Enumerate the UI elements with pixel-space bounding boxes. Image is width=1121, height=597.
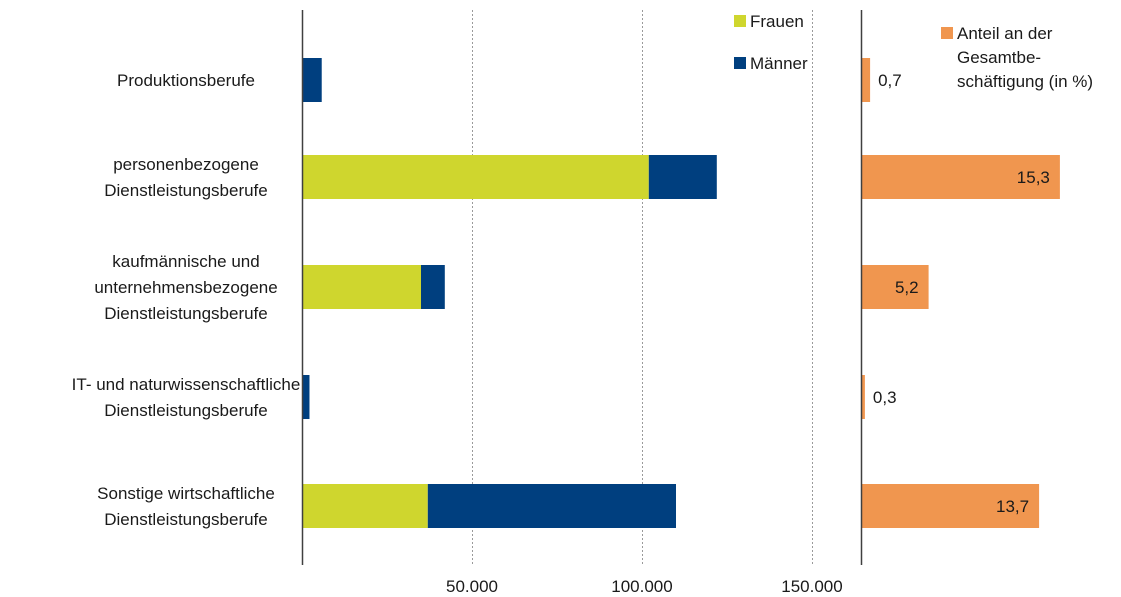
bar-frauen-2: [302, 155, 649, 199]
category-label-1: Produktionsberufe: [117, 71, 255, 90]
bar-maenner-2: [649, 155, 717, 199]
category-label-5: Sonstige wirtschaftliche Dienstleistungsb…: [97, 484, 275, 529]
share-value-label-2: 15,3: [1017, 168, 1050, 187]
gridlines: [473, 10, 813, 565]
bar-frauen-3: [302, 265, 421, 309]
bar-frauen-5: [302, 484, 428, 528]
category-label-3: kaufmännische und unternehmensbezogene Die…: [94, 252, 277, 323]
bar-maenner-4: [303, 375, 310, 419]
share-value-label-3: 5,2: [895, 278, 919, 297]
x-tick-label-3: 150.000: [781, 577, 842, 596]
legend-label-share: Anteil an der Gesamtbe-schäftigung (in %): [957, 24, 1093, 91]
legend-swatch-maenner: [734, 57, 746, 69]
share-value-label-4: 0,3: [873, 388, 897, 407]
legend-label-frauen: Frauen: [750, 12, 804, 31]
bar-maenner-3: [421, 265, 445, 309]
category-label-2-line-2: Dienstleistungsberufe: [104, 181, 267, 200]
bar-maenner-1: [303, 58, 322, 102]
stacked-bars: [302, 58, 717, 528]
category-label-1-line-1: Produktionsberufe: [117, 71, 255, 90]
category-label-4-line-1: IT- und naturwissenschaftliche: [72, 375, 301, 394]
category-label-5-line-1: Sonstige wirtschaftliche: [97, 484, 275, 503]
category-label-3-line-1: kaufmännische und: [112, 252, 259, 271]
category-label-3-line-2: unternehmensbezogene: [94, 278, 277, 297]
legend-label-share-line-3: schäftigung (in %): [957, 72, 1093, 91]
legend: Frauen Männer Anteil an der Gesamtbe-schäft…: [734, 12, 1093, 91]
legend-swatch-frauen: [734, 15, 746, 27]
x-tick-label-2: 100.000: [611, 577, 672, 596]
category-label-4-line-2: Dienstleistungsberufe: [104, 401, 267, 420]
category-label-5-line-2: Dienstleistungsberufe: [104, 510, 267, 529]
category-label-2-line-1: personenbezogene: [113, 155, 259, 174]
legend-label-maenner: Männer: [750, 54, 808, 73]
share-bars: [861, 58, 1060, 528]
legend-label-share-line-1: Anteil an der: [957, 24, 1053, 43]
bar-maenner-5: [428, 484, 676, 528]
share-value-label-1: 0,7: [878, 71, 902, 90]
x-tick-label-1: 50.000: [446, 577, 498, 596]
category-label-4: IT- und naturwissenschaftliche Dienstleis…: [72, 375, 301, 420]
share-bar-1: [861, 58, 870, 102]
legend-label-share-line-2: Gesamtbe-: [957, 48, 1041, 67]
category-label-2: personenbezogene Dienstleistungsberufe: [104, 155, 267, 200]
legend-swatch-share: [941, 27, 953, 39]
category-label-3-line-3: Dienstleistungsberufe: [104, 304, 267, 323]
share-value-label-5: 13,7: [996, 497, 1029, 516]
